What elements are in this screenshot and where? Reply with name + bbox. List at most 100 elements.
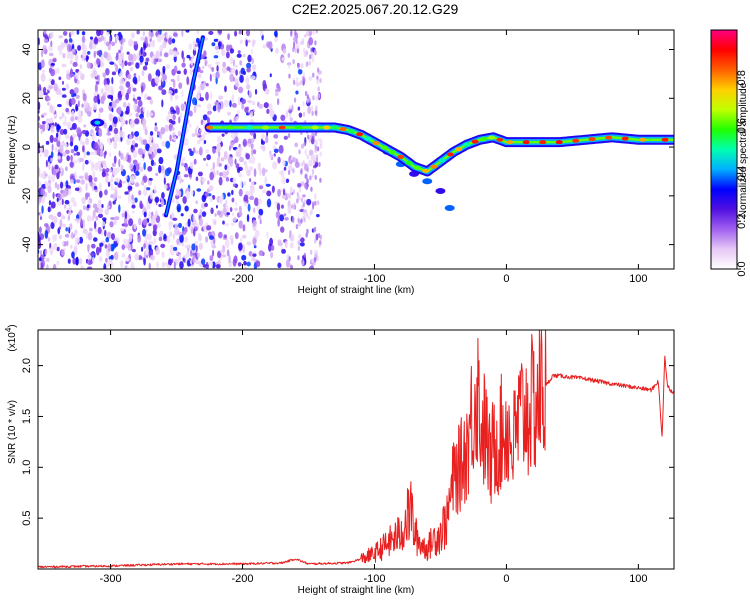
speckle-cell — [81, 35, 86, 44]
speckle-cell — [225, 177, 230, 182]
speckle-cell — [276, 83, 280, 89]
speckle-cell — [261, 189, 267, 194]
speckle-cell — [117, 106, 122, 115]
speckle-cell — [79, 138, 83, 145]
speckle-cell — [130, 175, 135, 184]
speckle-cell — [217, 135, 222, 144]
speckle-cell — [100, 88, 104, 94]
speckle-cell — [92, 256, 95, 264]
speckle-cell — [149, 146, 153, 154]
speckle-cell — [40, 188, 46, 197]
speckle-cell — [294, 142, 299, 148]
speckle-cell — [304, 174, 308, 180]
speckle-cell — [232, 216, 237, 222]
speckle-cell — [57, 104, 62, 108]
ridge-hot-spot — [372, 141, 380, 146]
speckle-cell — [124, 211, 128, 220]
speckle-cell — [170, 94, 173, 102]
speckle-cell — [154, 125, 158, 132]
speckle-cell — [38, 116, 41, 121]
speckle-cell — [166, 235, 171, 244]
speckle-cell — [88, 159, 92, 163]
ridge-hot-spot — [572, 138, 580, 143]
speckle-cell — [52, 243, 58, 251]
speckle-cell — [90, 72, 95, 79]
speckle-cell — [216, 50, 219, 54]
speckle-cell — [317, 232, 321, 238]
speckle-cell — [58, 234, 63, 240]
spectrogram-x-tick-label: 0 — [503, 273, 509, 285]
speckle-cell — [299, 79, 303, 85]
speckle-cell — [57, 211, 62, 218]
speckle-cell — [290, 31, 293, 37]
speckle-cell — [252, 219, 257, 227]
speckle-cell — [134, 130, 140, 137]
speckle-cell — [214, 45, 219, 50]
speckle-cell — [176, 70, 181, 75]
ridge-hot-spot — [605, 135, 613, 140]
speckle-cell — [58, 226, 62, 230]
speckle-cell — [317, 86, 320, 92]
speckle-cell — [186, 76, 190, 86]
speckle-cell — [148, 243, 152, 251]
speckle-cell — [285, 109, 289, 119]
speckle-cell — [47, 237, 51, 242]
speckle-cell — [125, 92, 130, 101]
speckle-cell — [47, 174, 52, 181]
speckle-cell — [38, 167, 41, 176]
speckle-cell — [49, 134, 54, 144]
speckle-cell — [125, 257, 130, 262]
speckle-cell — [148, 136, 153, 142]
speckle-cell — [120, 45, 123, 52]
speckle-cell — [277, 188, 281, 197]
speckle-cell — [39, 173, 45, 179]
speckle-cell — [234, 232, 239, 240]
speckle-cell — [298, 187, 302, 193]
speckle-cell — [316, 79, 319, 85]
speckle-cell — [238, 172, 242, 178]
speckle-cell — [270, 245, 275, 251]
speckle-cell — [47, 185, 52, 194]
speckle-cell — [131, 210, 135, 214]
speckle-cell — [220, 157, 225, 162]
speckle-cell — [65, 166, 68, 172]
speckle-cell — [229, 48, 235, 54]
speckle-cell — [302, 111, 306, 117]
colorbar-label: Normalized spectral amplitude — [738, 82, 749, 217]
speckle-cell — [69, 223, 73, 230]
speckle-cell — [304, 148, 307, 156]
speckle-cell — [103, 263, 107, 269]
speckle-cell — [302, 101, 305, 107]
speckle-cell — [82, 145, 85, 153]
speckle-cell — [224, 164, 228, 171]
speckle-cell — [194, 240, 199, 245]
speckle-cell — [118, 73, 122, 78]
speckle-cell — [63, 42, 68, 48]
speckle-cell — [143, 250, 146, 259]
speckle-cell — [90, 252, 95, 257]
speckle-cell — [139, 166, 144, 173]
speckle-cell — [201, 177, 206, 182]
speckle-cell — [78, 209, 83, 217]
speckle-cell — [183, 68, 187, 75]
speckle-cell — [250, 155, 256, 164]
speckle-cell — [206, 225, 212, 231]
speckle-cell — [147, 73, 152, 82]
speckle-cell — [66, 69, 70, 74]
speckle-cell — [111, 100, 117, 109]
speckle-cell — [153, 58, 157, 65]
speckle-cell — [185, 252, 191, 257]
speckle-cell — [132, 103, 138, 111]
speckle-cell — [104, 229, 107, 237]
speckle-cell — [65, 134, 70, 139]
speckle-cell — [175, 199, 179, 205]
speckle-cell — [285, 178, 289, 184]
speckle-cell — [61, 63, 67, 68]
speckle-cell — [91, 214, 95, 222]
speckle-cell — [314, 147, 317, 153]
snr-x-tick-label: 0 — [503, 573, 509, 585]
speckle-cell — [285, 259, 291, 268]
speckle-cell — [124, 60, 128, 67]
diagonal-streak-core — [165, 37, 204, 216]
speckle-cell — [59, 128, 65, 135]
